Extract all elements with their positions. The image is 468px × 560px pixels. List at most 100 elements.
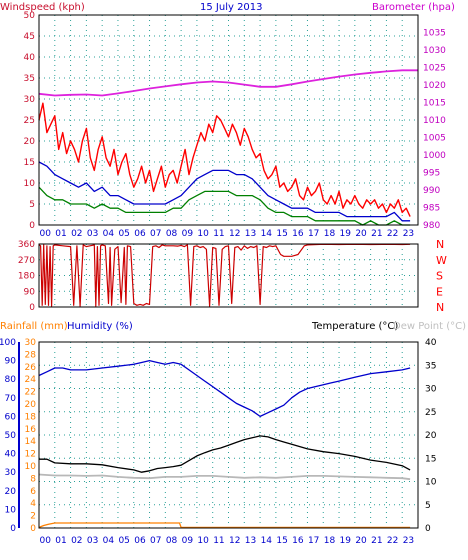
x-tick-label: 16 (292, 536, 304, 546)
x-tick-label: 08 (166, 229, 178, 239)
baro-y-tick-label: 1035 (423, 29, 446, 39)
rain-y-tick-label: 16 (25, 425, 37, 435)
humidity-y-tick-label: 60 (5, 412, 17, 422)
humidity-y-tick-label: 100 (0, 338, 16, 348)
humidity-y-tick-label: 50 (5, 431, 17, 441)
temperature-y-tick-label: 10 (425, 478, 437, 488)
wind-y-tick-label: 20 (24, 137, 36, 147)
x-tick-label: 15 (276, 536, 287, 546)
compass-label: E (436, 285, 443, 298)
wind-y-tick-label: 5 (29, 200, 35, 210)
x-tick-label: 22 (387, 536, 398, 546)
humidity-y-tick-label: 90 (5, 357, 17, 367)
rain-y-tick-label: 14 (25, 437, 37, 447)
humidity-y-tick-label: 70 (5, 394, 17, 404)
rain-y-tick-label: 28 (25, 350, 37, 360)
x-tick-label: 14 (261, 229, 273, 239)
rain-y-tick-label: 20 (25, 400, 37, 410)
wind-y-tick-label: 50 (24, 11, 36, 21)
rain-y-tick-label: 2 (30, 512, 36, 522)
dir-y-tick-label: 90 (24, 287, 36, 297)
humidity-y-tick-label: 20 (5, 487, 17, 497)
x-tick-label: 19 (340, 229, 352, 239)
baro-y-tick-label: 990 (423, 186, 440, 196)
humidity-y-tick-label: 30 (5, 468, 17, 478)
series-rainfall-line (38, 522, 411, 529)
x-tick-label: 23 (403, 536, 414, 546)
series-average-line (38, 161, 411, 222)
temperature-y-tick-label: 40 (425, 338, 437, 348)
barometer-axis-title: Barometer (hpa) (372, 2, 455, 13)
wind-border (38, 14, 419, 226)
x-tick-label: 20 (355, 536, 367, 546)
temperature-y-tick-label: 35 (425, 361, 436, 371)
baro-y-tick-label: 1010 (423, 116, 446, 126)
x-tick-label: 16 (292, 229, 304, 239)
series-barometer-line (38, 69, 418, 97)
x-tick-label: 11 (213, 229, 224, 239)
wind-y-tick-label: 15 (24, 158, 35, 168)
baro-y-tick-label: 1000 (423, 151, 446, 161)
temperature-y-tick-label: 0 (425, 524, 431, 534)
baro-y-tick-label: 1020 (423, 81, 446, 91)
wind-y-tick-label: 30 (24, 95, 36, 105)
x-tick-label: 00 (40, 229, 52, 239)
temperature-humidity-panel: 0102030405060708090100024681012141618202… (0, 338, 437, 546)
x-tick-label: 21 (371, 536, 382, 546)
wind-y-tick-label: 25 (24, 116, 35, 126)
rain-y-tick-label: 18 (25, 412, 37, 422)
temp-border (38, 341, 419, 529)
humidity-y-tick-label: 10 (5, 505, 17, 515)
dir-y-tick-label: 0 (29, 303, 35, 313)
windspeed-axis-title: Windspeed (kph) (0, 2, 85, 13)
rain-y-tick-label: 24 (25, 375, 37, 385)
x-tick-label: 17 (308, 536, 319, 546)
dewpoint-axis-title: Dew Point (°C) (393, 321, 466, 332)
baro-y-tick-label: 980 (423, 221, 440, 231)
x-tick-label: 07 (150, 536, 161, 546)
rain-y-tick-label: 30 (25, 338, 37, 348)
x-tick-label: 02 (71, 229, 82, 239)
temperature-y-tick-label: 30 (425, 385, 437, 395)
humidity-y-tick-label: 40 (5, 450, 17, 460)
series-direction-line (38, 243, 411, 307)
x-tick-label: 22 (387, 229, 398, 239)
x-tick-label: 00 (40, 536, 52, 546)
temperature-y-tick-label: 25 (425, 408, 436, 418)
series-beaufort-line (38, 186, 411, 226)
rain-y-tick-label: 22 (25, 388, 36, 398)
x-tick-label: 03 (87, 536, 98, 546)
x-tick-label: 19 (340, 536, 352, 546)
rain-y-tick-label: 12 (25, 450, 36, 460)
x-tick-label: 17 (308, 229, 319, 239)
x-tick-label: 15 (276, 229, 287, 239)
x-tick-label: 01 (55, 229, 66, 239)
wind-y-tick-label: 10 (24, 179, 36, 189)
x-tick-label: 13 (245, 536, 256, 546)
rain-y-tick-label: 10 (25, 462, 37, 472)
x-tick-label: 09 (182, 229, 194, 239)
wind-y-tick-label: 0 (29, 221, 35, 231)
wind-pressure-panel: 0510152025303540455098098599099510001005… (24, 11, 447, 239)
baro-y-tick-label: 1005 (423, 134, 446, 144)
x-tick-label: 05 (118, 536, 129, 546)
series-gust-line (38, 102, 411, 217)
x-tick-label: 06 (134, 536, 146, 546)
compass-label: N (436, 238, 444, 251)
x-tick-label: 23 (403, 229, 414, 239)
x-tick-label: 18 (324, 536, 336, 546)
dir-y-tick-label: 180 (18, 272, 35, 282)
x-tick-label: 02 (71, 536, 82, 546)
chart-title: 15 July 2013 (200, 2, 263, 13)
x-tick-label: 01 (55, 536, 66, 546)
x-tick-label: 08 (166, 536, 178, 546)
x-tick-label: 06 (134, 229, 146, 239)
compass-label: N (436, 301, 444, 314)
dir-border (38, 243, 419, 308)
x-tick-label: 05 (118, 229, 129, 239)
temperature-y-tick-label: 15 (425, 454, 436, 464)
x-tick-label: 21 (371, 229, 382, 239)
